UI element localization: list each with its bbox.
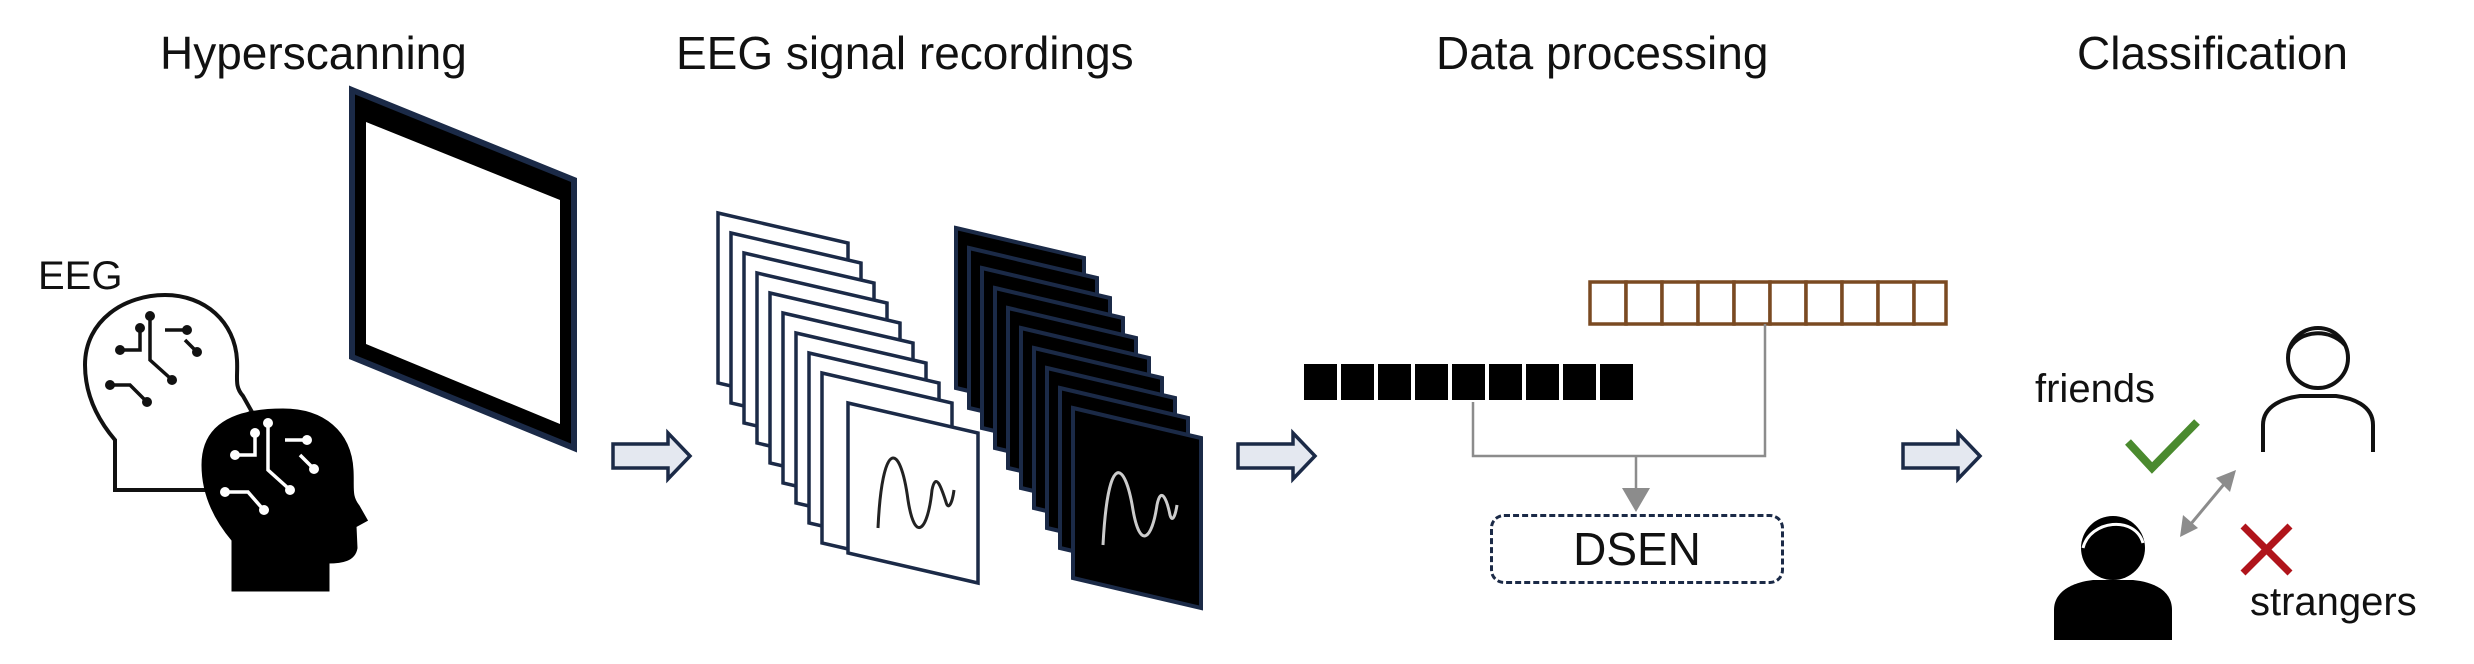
black-frame-stack: [954, 225, 1203, 611]
waveform-icon-dark: [876, 456, 956, 529]
head-filled-icon: [201, 408, 369, 592]
title-eeg-recordings: EEG signal recordings: [676, 27, 1134, 79]
flow-arrow-3: [1901, 428, 1983, 484]
dsen-label: DSEN: [1573, 523, 1701, 575]
eeg-label: EEG: [38, 254, 123, 298]
black-feature-vector: [1300, 360, 1637, 404]
flow-arrow-1: [611, 428, 693, 484]
person-outline-icon: [2261, 326, 2375, 452]
person-filled-icon: [2054, 516, 2172, 640]
brown-feature-vector: [1588, 280, 1948, 326]
cross-icon: [2240, 523, 2293, 576]
title-hyperscanning: Hyperscanning: [160, 27, 467, 79]
waveform-icon-light: [1101, 471, 1179, 546]
strangers-label: strangers: [2250, 580, 2417, 624]
friends-label: friends: [2035, 367, 2156, 411]
white-frame-stack: [716, 210, 980, 586]
checkmark-icon: [2125, 419, 2200, 474]
title-classification: Classification: [2077, 27, 2348, 79]
title-data-processing: Data processing: [1436, 27, 1769, 79]
dsen-box: DSEN: [1490, 514, 1784, 584]
dsen-arrowhead: [1622, 488, 1650, 512]
screen-frame: [349, 85, 577, 453]
flow-arrow-2: [1236, 428, 1318, 484]
dsen-connector: [1471, 324, 1767, 490]
double-arrow-icon: [2180, 470, 2236, 537]
